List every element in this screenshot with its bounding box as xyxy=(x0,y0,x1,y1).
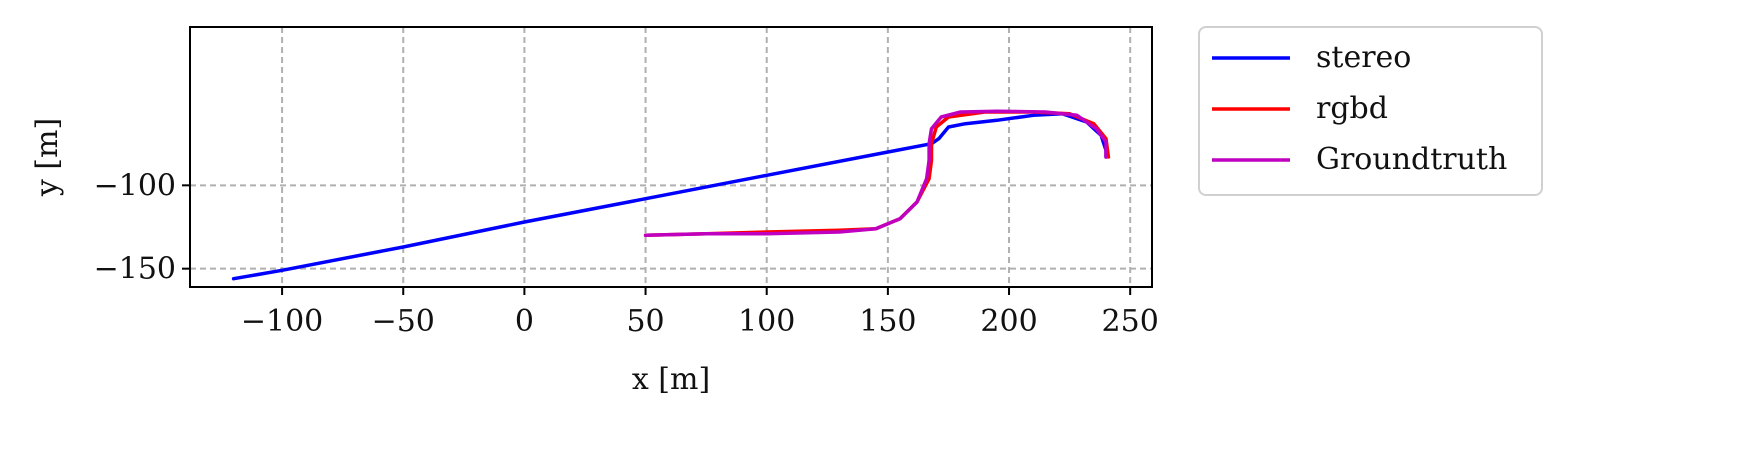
x-tick-label: 0 xyxy=(515,304,534,339)
series-group xyxy=(231,109,1111,281)
x-tick-label: 150 xyxy=(859,304,916,339)
x-tick-label: 200 xyxy=(980,304,1037,339)
y-tick-label: −100 xyxy=(94,168,176,203)
y-tick-label: −150 xyxy=(94,252,176,287)
x-tick-label: 250 xyxy=(1102,304,1159,339)
legend-box xyxy=(1198,26,1543,196)
plot-frame xyxy=(189,26,1153,288)
y-ticks: −100 −150 xyxy=(94,168,190,287)
legend-label: rgbd xyxy=(1316,91,1388,126)
legend-label: Groundtruth xyxy=(1316,142,1507,177)
plot-background xyxy=(190,27,1152,287)
grid xyxy=(190,27,1152,287)
y-axis-label: y [m] xyxy=(30,118,65,197)
x-tick-label: −50 xyxy=(372,304,435,339)
x-tick-label: 100 xyxy=(738,304,795,339)
series-line-groundtruth xyxy=(643,109,1108,238)
x-axis-label: x [m] xyxy=(632,362,710,397)
legend: stereo rgbd Groundtruth xyxy=(1198,26,1543,196)
legend-items: stereo rgbd Groundtruth xyxy=(1212,40,1507,177)
x-tick-label: 50 xyxy=(626,304,664,339)
legend-label: stereo xyxy=(1316,40,1411,75)
x-tick-label: −100 xyxy=(241,304,323,339)
x-ticks: −100 −50 0 50 100 150 200 250 xyxy=(241,287,1159,339)
